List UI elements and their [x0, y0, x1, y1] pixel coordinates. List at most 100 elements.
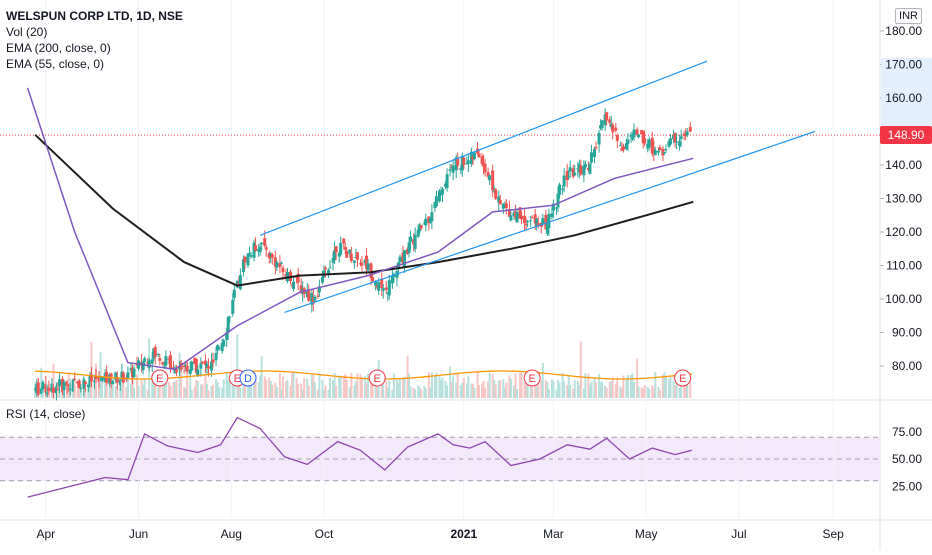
volume-bar — [658, 389, 661, 398]
price-axis-tick-label: 100.00 — [885, 292, 922, 306]
candle-body — [451, 165, 455, 173]
volume-bar — [555, 389, 558, 398]
candle-body — [444, 183, 448, 187]
time-axis-tick-label: Mar — [543, 527, 564, 541]
volume-bar — [269, 380, 272, 398]
volume-bar — [440, 379, 443, 398]
event-marker-label: E — [156, 373, 163, 385]
volume-bar — [172, 381, 175, 398]
volume-bar — [227, 380, 230, 398]
candle-body — [488, 175, 492, 181]
candle-body — [237, 283, 241, 286]
volume-bar — [183, 386, 186, 398]
candle-body — [466, 160, 470, 164]
volume-bar — [643, 384, 646, 398]
volume-bar — [446, 385, 449, 398]
candle-body — [327, 269, 331, 274]
candle-body — [296, 273, 300, 283]
candle-body — [664, 148, 668, 151]
candle-body — [462, 157, 466, 165]
rsi-legend[interactable]: RSI (14, close) — [6, 407, 86, 421]
volume-bar — [101, 380, 104, 398]
volume-bar — [332, 380, 335, 398]
event-marker-earnings[interactable] — [523, 369, 541, 387]
candle-body — [355, 252, 359, 260]
volume-bar — [523, 382, 526, 398]
volume-bar — [625, 379, 628, 398]
candle-body — [348, 249, 352, 254]
legend-ema55[interactable]: EMA (55, close, 0) — [6, 57, 105, 71]
volume-bar — [537, 378, 540, 398]
volume-bar — [212, 384, 215, 398]
currency-button[interactable]: INR — [895, 8, 922, 24]
volume-bar — [385, 380, 388, 398]
candle-body — [35, 384, 39, 393]
event-marker-earnings[interactable] — [674, 369, 692, 387]
volume-bar — [433, 375, 436, 398]
candle-body — [99, 377, 103, 379]
candle-body — [685, 131, 689, 136]
candle-body — [632, 129, 636, 138]
candle-body — [363, 259, 367, 263]
volume-bar — [414, 389, 417, 398]
candle-body — [71, 379, 75, 392]
candle-body — [609, 123, 613, 128]
event-marker-dividend[interactable] — [239, 369, 257, 387]
candle-body — [448, 169, 452, 171]
volume-bar — [307, 385, 310, 398]
candle-body — [47, 387, 51, 391]
volume-bar — [476, 372, 479, 398]
volume-bar — [108, 382, 111, 398]
event-marker-earnings[interactable] — [368, 369, 386, 387]
candle-body — [211, 359, 215, 363]
candle-body — [320, 277, 324, 283]
candle-body — [62, 382, 66, 391]
volume-bar — [561, 372, 564, 398]
volume-bar — [76, 385, 79, 398]
volume-bar — [599, 381, 602, 398]
volume-bar — [526, 373, 529, 398]
candle-body — [541, 217, 545, 225]
volume-bar — [376, 384, 379, 398]
volume-bar — [689, 382, 692, 398]
candle-body — [196, 369, 200, 377]
volume-bar — [175, 380, 178, 398]
last-price-label: 148.90 — [880, 126, 932, 144]
volume-bar — [78, 378, 81, 398]
candle-body — [533, 214, 537, 224]
candle-body — [536, 223, 540, 226]
candle-body — [279, 262, 283, 264]
volume-bar — [544, 380, 547, 398]
legend-ema200[interactable]: EMA (200, close, 0) — [6, 41, 111, 55]
candle-body — [593, 148, 597, 157]
candle-body — [524, 223, 528, 225]
candle-body — [551, 203, 555, 211]
channel-line-lower[interactable] — [284, 130, 816, 313]
volume-bar — [576, 380, 579, 398]
candle-body — [437, 190, 441, 202]
event-marker-earnings[interactable] — [151, 369, 169, 387]
volume-bar — [342, 376, 345, 398]
volume-bar — [569, 385, 572, 398]
candle-body — [465, 163, 469, 165]
event-marker-label: E — [529, 373, 536, 385]
legend-volume[interactable]: Vol (20) — [6, 25, 48, 39]
volume-bar — [380, 385, 383, 398]
candle-body — [56, 388, 60, 390]
volume-bar — [163, 375, 166, 398]
candle-body — [547, 213, 551, 229]
price-axis-tick-label: 120.00 — [885, 225, 922, 239]
candle-body — [669, 138, 673, 145]
volume-bar — [180, 373, 183, 398]
candle-body — [377, 282, 381, 291]
volume-bar — [642, 389, 645, 398]
channel-line-upper[interactable] — [259, 60, 708, 236]
candle-body — [583, 163, 587, 168]
volume-bar — [333, 372, 336, 398]
candle-body — [611, 124, 615, 133]
volume-bar — [611, 377, 614, 398]
volume-bar — [520, 372, 523, 398]
volume-bar — [169, 385, 172, 398]
volume-bar — [456, 374, 459, 398]
